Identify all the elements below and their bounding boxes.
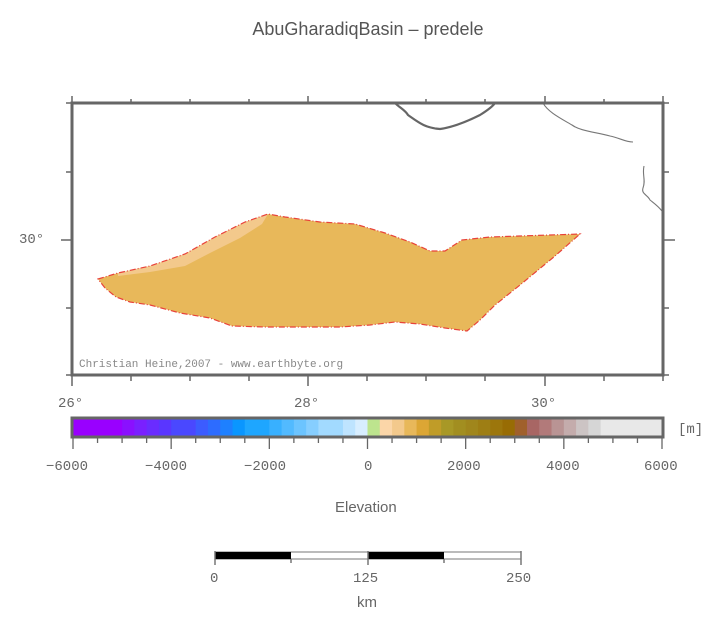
left-axis-ticks	[61, 102, 72, 376]
colorbar-segment	[281, 419, 295, 436]
colorbar-label-neg2000: −2000	[244, 459, 287, 475]
colorbar-segment	[342, 419, 356, 436]
scalebar-label-0: 0	[210, 571, 219, 587]
colorbar-label-neg6000: −6000	[46, 459, 89, 475]
top-axis-ticks	[71, 96, 664, 103]
colorbar-segment	[600, 419, 663, 436]
colorbar-segment	[244, 419, 270, 436]
colorbar-segment	[428, 419, 442, 436]
colorbar-segment	[220, 419, 234, 436]
colorbar-segment	[551, 419, 565, 436]
colorbar-segment	[146, 419, 160, 436]
colorbar-label-2000: 2000	[447, 459, 481, 475]
colorbar-segment	[514, 419, 528, 436]
colorbar-segment	[171, 419, 197, 436]
colorbar-segment	[207, 419, 221, 436]
scalebar-label-250: 250	[506, 571, 532, 587]
y-tick-label-30: 30°	[19, 232, 45, 248]
scale-bar	[214, 551, 522, 565]
right-axis-ticks	[663, 102, 675, 376]
river-nile-delta	[542, 102, 634, 143]
colorbar-label-4000: 4000	[546, 459, 580, 475]
colorbar-segment	[158, 419, 172, 436]
colorbar	[73, 419, 663, 436]
colorbar-segment	[293, 419, 307, 436]
colorbar-segment	[576, 419, 589, 436]
colorbar-segment	[269, 419, 283, 436]
x-tick-label-30: 30°	[531, 396, 557, 412]
bottom-axis-ticks	[71, 375, 664, 386]
colorbar-segment	[588, 419, 602, 436]
scalebar-label-125: 125	[353, 571, 379, 587]
colorbar-segment	[563, 419, 577, 436]
river-nile	[642, 165, 663, 212]
colorbar-segment	[195, 419, 209, 436]
basin-polygon	[96, 213, 582, 332]
coastline	[394, 102, 496, 131]
colorbar-segment	[527, 419, 540, 436]
colorbar-segment	[73, 419, 123, 436]
colorbar-label-neg4000: −4000	[145, 459, 188, 475]
colorbar-segment	[477, 419, 491, 436]
x-tick-label-26: 26°	[58, 396, 84, 412]
map-title: AbuGharadiqBasin – predele	[252, 19, 484, 39]
colorbar-segment	[453, 419, 467, 436]
colorbar-segment	[539, 419, 553, 436]
colorbar-segment	[416, 419, 430, 436]
colorbar-segment	[404, 419, 418, 436]
map-credit: Christian Heine,2007 - www.earthbyte.org	[79, 359, 344, 371]
colorbar-segment	[465, 419, 479, 436]
colorbar-ticks	[72, 437, 663, 449]
colorbar-segment	[392, 419, 405, 436]
colorbar-segment	[490, 419, 503, 436]
x-tick-label-28: 28°	[294, 396, 320, 412]
colorbar-label-6000: 6000	[644, 459, 678, 475]
colorbar-segment	[502, 419, 516, 436]
colorbar-segment	[441, 419, 454, 436]
colorbar-segment	[367, 419, 381, 436]
scalebar-unit: km	[357, 594, 377, 611]
colorbar-segment	[318, 419, 344, 436]
colorbar-segment	[232, 419, 246, 436]
colorbar-segment	[134, 419, 148, 436]
colorbar-label-0: 0	[364, 459, 373, 475]
colorbar-segment	[379, 419, 393, 436]
colorbar-segment	[355, 419, 368, 436]
colorbar-segment	[306, 419, 319, 436]
colorbar-segment	[122, 419, 135, 436]
colorbar-title: Elevation	[335, 499, 397, 516]
colorbar-unit: [m]	[678, 422, 704, 438]
